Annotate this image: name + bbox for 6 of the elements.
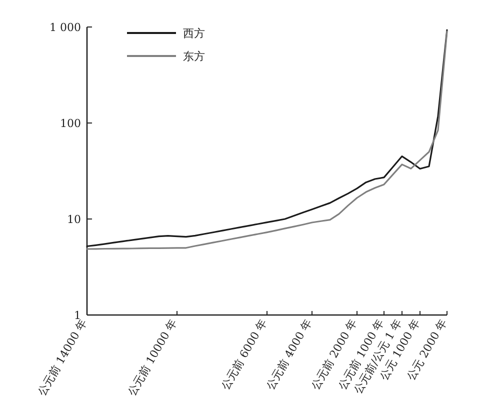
legend-label: 西方 <box>183 27 205 40</box>
legend-label: 东方 <box>183 50 205 63</box>
y-tick-label: 1 <box>74 309 81 322</box>
y-tick-label: 10 <box>67 213 81 226</box>
y-tick-label: 100 <box>60 117 81 130</box>
y-tick-label: 1 000 <box>50 21 81 34</box>
